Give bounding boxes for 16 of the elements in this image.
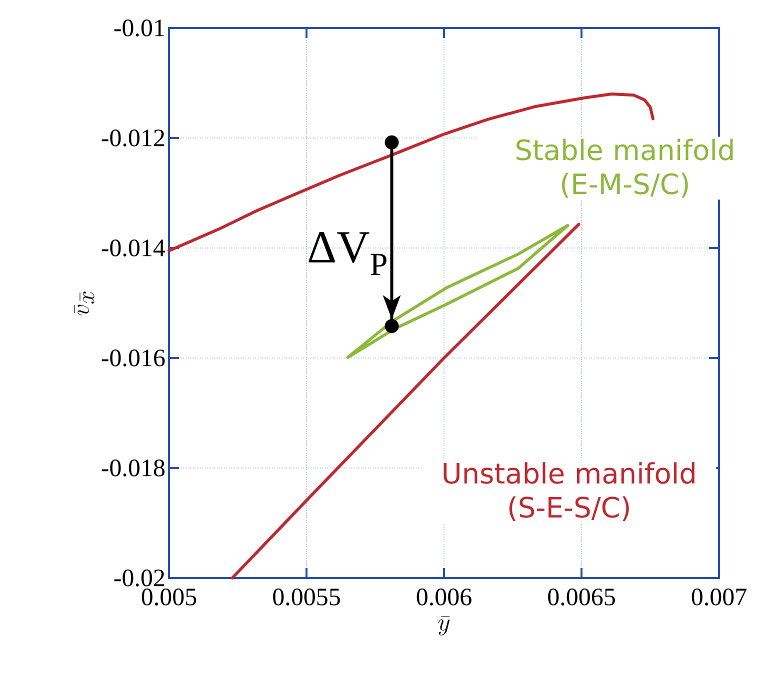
y-tick-label: -0.018 — [102, 460, 165, 476]
x-tick-label: 0.007 — [692, 588, 746, 606]
x-axis-title: $\bar{y}$ — [438, 616, 450, 636]
y-axis-title: $\bar{v}_{\bar{x}}$ — [74, 292, 94, 316]
text: Unstable manifold (S-E-S/C) — [444, 462, 694, 522]
y-tick-label: -0.02 — [114, 570, 164, 586]
y-tick-label: -0.012 — [102, 130, 164, 146]
y-tick-label: -0.014 — [102, 240, 166, 256]
annotation: ΔV$_{P}$ — [308, 232, 386, 275]
y-tick-label: -0.01 — [114, 20, 164, 36]
y-tick-label: -0.016 — [102, 350, 165, 366]
x-tick-label: 0.005 — [142, 588, 196, 606]
series-label: Stable manifold (E-M-S/C) — [516, 138, 733, 198]
x-tick-label: 0.0055 — [273, 588, 340, 606]
x-tick-label: 0.0065 — [548, 588, 615, 606]
x-tick-label: 0.006 — [416, 588, 472, 606]
